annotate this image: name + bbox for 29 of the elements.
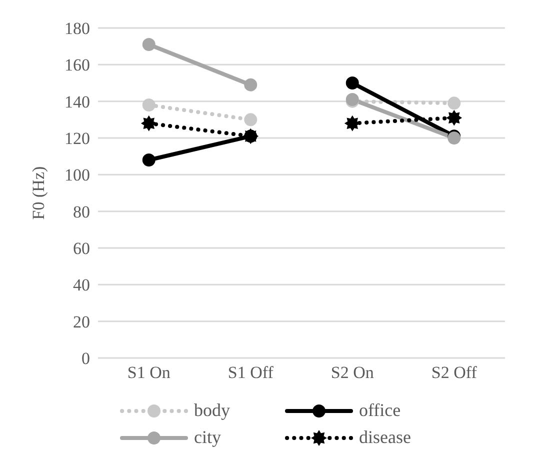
x-tick-label: S1 Off	[228, 363, 274, 382]
y-tick-label: 80	[73, 202, 90, 222]
y-tick-label: 0	[82, 349, 90, 368]
y-tick-label: 120	[64, 129, 90, 148]
x-tick-label: S1 On	[127, 363, 171, 382]
x-tick-label: S2 Off	[431, 363, 478, 382]
point	[142, 38, 156, 51]
y-tick-label: 160	[64, 56, 90, 75]
x-tick-label: S2 On	[330, 363, 374, 382]
point	[244, 113, 258, 126]
y-tick-label: 60	[73, 239, 90, 258]
legend-label: disease	[359, 427, 411, 448]
point	[244, 78, 258, 92]
point	[346, 76, 359, 90]
legend-label: body	[194, 400, 230, 421]
y-tick-label: 20	[73, 312, 90, 332]
y-tick-label: 100	[64, 166, 90, 185]
point	[142, 98, 156, 112]
y-axis-title: F0 (Hz)	[29, 166, 48, 220]
y-tick-label: 180	[64, 19, 90, 38]
point	[142, 154, 156, 166]
point	[448, 96, 461, 110]
point	[141, 116, 156, 131]
legend-label: office	[359, 400, 401, 421]
y-tick-label: 40	[73, 276, 90, 295]
point	[344, 116, 360, 131]
point	[446, 110, 462, 126]
y-tick-label: 140	[64, 92, 90, 112]
legend-label: city	[194, 427, 221, 448]
